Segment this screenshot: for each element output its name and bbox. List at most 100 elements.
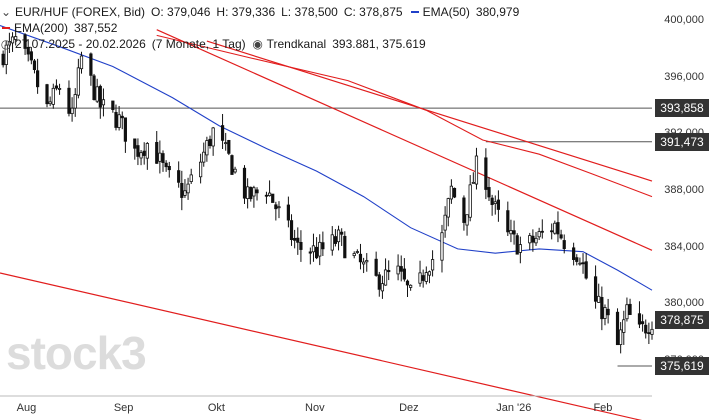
ema50-series-line bbox=[0, 24, 653, 291]
y-tick-label: 380,000 bbox=[664, 297, 704, 310]
symbol-label: EUR/HUF (FOREX, Bid) bbox=[15, 5, 146, 19]
price-badge[interactable]: 391,473 bbox=[655, 132, 709, 151]
candle-body bbox=[296, 237, 300, 243]
candle-body bbox=[528, 235, 532, 244]
candle-body bbox=[224, 142, 228, 145]
ema50-legend-value: 380,979 bbox=[475, 5, 520, 19]
candle-body bbox=[418, 272, 422, 284]
candle-body bbox=[101, 99, 106, 106]
candle-body bbox=[139, 152, 143, 159]
candle-body bbox=[255, 189, 259, 194]
candle-body bbox=[230, 155, 234, 175]
candle-body bbox=[318, 241, 322, 257]
candle-body bbox=[597, 295, 601, 303]
candle-body bbox=[36, 70, 40, 88]
open-value: O: 379,046 bbox=[151, 5, 211, 19]
candlesticks bbox=[1, 27, 654, 354]
x-tick-label: Feb bbox=[593, 402, 613, 414]
candle-body bbox=[365, 260, 369, 263]
candle-body bbox=[145, 143, 149, 159]
candle-body bbox=[199, 161, 203, 178]
candle-body bbox=[249, 186, 253, 200]
candle-body bbox=[23, 34, 27, 49]
candle-body bbox=[487, 187, 491, 198]
candle-body bbox=[274, 204, 278, 210]
candle-body bbox=[534, 237, 538, 244]
chevron-down-icon[interactable]: ⌄ bbox=[0, 5, 12, 19]
ema200-legend-label[interactable]: EMA(200) bbox=[14, 21, 69, 35]
candle-body bbox=[264, 194, 269, 197]
candle-body bbox=[277, 206, 281, 209]
candle-body bbox=[233, 168, 237, 173]
candle-body bbox=[550, 230, 554, 233]
candle-body bbox=[600, 297, 604, 320]
candle-body bbox=[650, 328, 654, 335]
candle-body bbox=[51, 87, 55, 105]
candle-body bbox=[1, 53, 5, 66]
candle-body bbox=[73, 94, 77, 109]
candle-body bbox=[205, 140, 209, 156]
candle-body bbox=[409, 284, 413, 288]
trend-channel-line bbox=[0, 272, 643, 420]
candle-body bbox=[355, 251, 359, 253]
ema50-legend-label[interactable]: EMA(50) bbox=[422, 5, 470, 19]
candle-body bbox=[227, 139, 231, 154]
candle-body bbox=[362, 261, 366, 265]
candle-body bbox=[333, 236, 338, 244]
candle-body bbox=[202, 151, 206, 163]
trend-channel bbox=[0, 29, 653, 420]
candle-body bbox=[4, 44, 8, 65]
candle-body bbox=[383, 269, 388, 286]
candle-body bbox=[161, 153, 165, 163]
candle-body bbox=[343, 235, 347, 259]
candle-body bbox=[628, 303, 632, 315]
candle-body bbox=[120, 115, 124, 119]
candle-body bbox=[358, 253, 363, 263]
candle-body bbox=[293, 237, 297, 241]
date-range: 27.07.2025 - 20.02.2026 bbox=[15, 37, 146, 51]
x-tick-label: Aug bbox=[16, 402, 37, 414]
candle-body bbox=[484, 157, 488, 190]
candle-body bbox=[180, 182, 184, 198]
candle-body bbox=[10, 36, 15, 44]
candle-body bbox=[242, 167, 247, 199]
candle-body bbox=[452, 187, 457, 198]
header-line-ema200: EMA(200) 387,552 bbox=[0, 21, 123, 36]
price-badge[interactable]: 375,619 bbox=[655, 357, 709, 376]
trend-channel-line bbox=[156, 29, 653, 251]
candle-body bbox=[424, 272, 428, 282]
candle-body bbox=[603, 307, 607, 319]
candle-body bbox=[374, 258, 378, 276]
candle-body bbox=[402, 268, 406, 280]
clock-icon[interactable]: ◷ bbox=[0, 37, 12, 51]
candle-body bbox=[462, 197, 466, 223]
candle-body bbox=[625, 304, 629, 320]
trendchannel-label[interactable]: Trendkanal bbox=[266, 37, 327, 51]
x-tick-label: Okt bbox=[207, 402, 225, 414]
candle-body bbox=[308, 251, 312, 254]
candle-body bbox=[330, 234, 334, 251]
x-tick-label: Jan '26 bbox=[496, 402, 532, 414]
candle-body bbox=[443, 214, 447, 231]
candle-body bbox=[189, 174, 193, 182]
x-tick-label: Dez bbox=[399, 402, 419, 414]
candle-body bbox=[186, 183, 190, 194]
candle-body bbox=[449, 185, 453, 200]
header-line-ohlc: ⌄ EUR/HUF (FOREX, Bid) O: 379,046 H: 379,33… bbox=[0, 5, 525, 20]
candle-body bbox=[7, 41, 12, 46]
candle-body bbox=[562, 240, 566, 249]
price-badge[interactable]: 378,875 bbox=[655, 310, 709, 329]
high-value: H: 379,336 bbox=[216, 5, 276, 19]
candle-body bbox=[336, 229, 341, 243]
candle-body bbox=[117, 114, 121, 128]
price-badge[interactable]: 393,858 bbox=[655, 99, 709, 118]
candle-body bbox=[465, 214, 469, 226]
candle-body bbox=[48, 101, 52, 105]
candle-body bbox=[167, 165, 171, 171]
period-label: (7 Monate, 1 Tag) bbox=[151, 37, 246, 51]
candle-body bbox=[430, 259, 435, 271]
candle-body bbox=[67, 87, 71, 114]
candle-body bbox=[471, 181, 475, 184]
candle-body bbox=[111, 100, 115, 110]
